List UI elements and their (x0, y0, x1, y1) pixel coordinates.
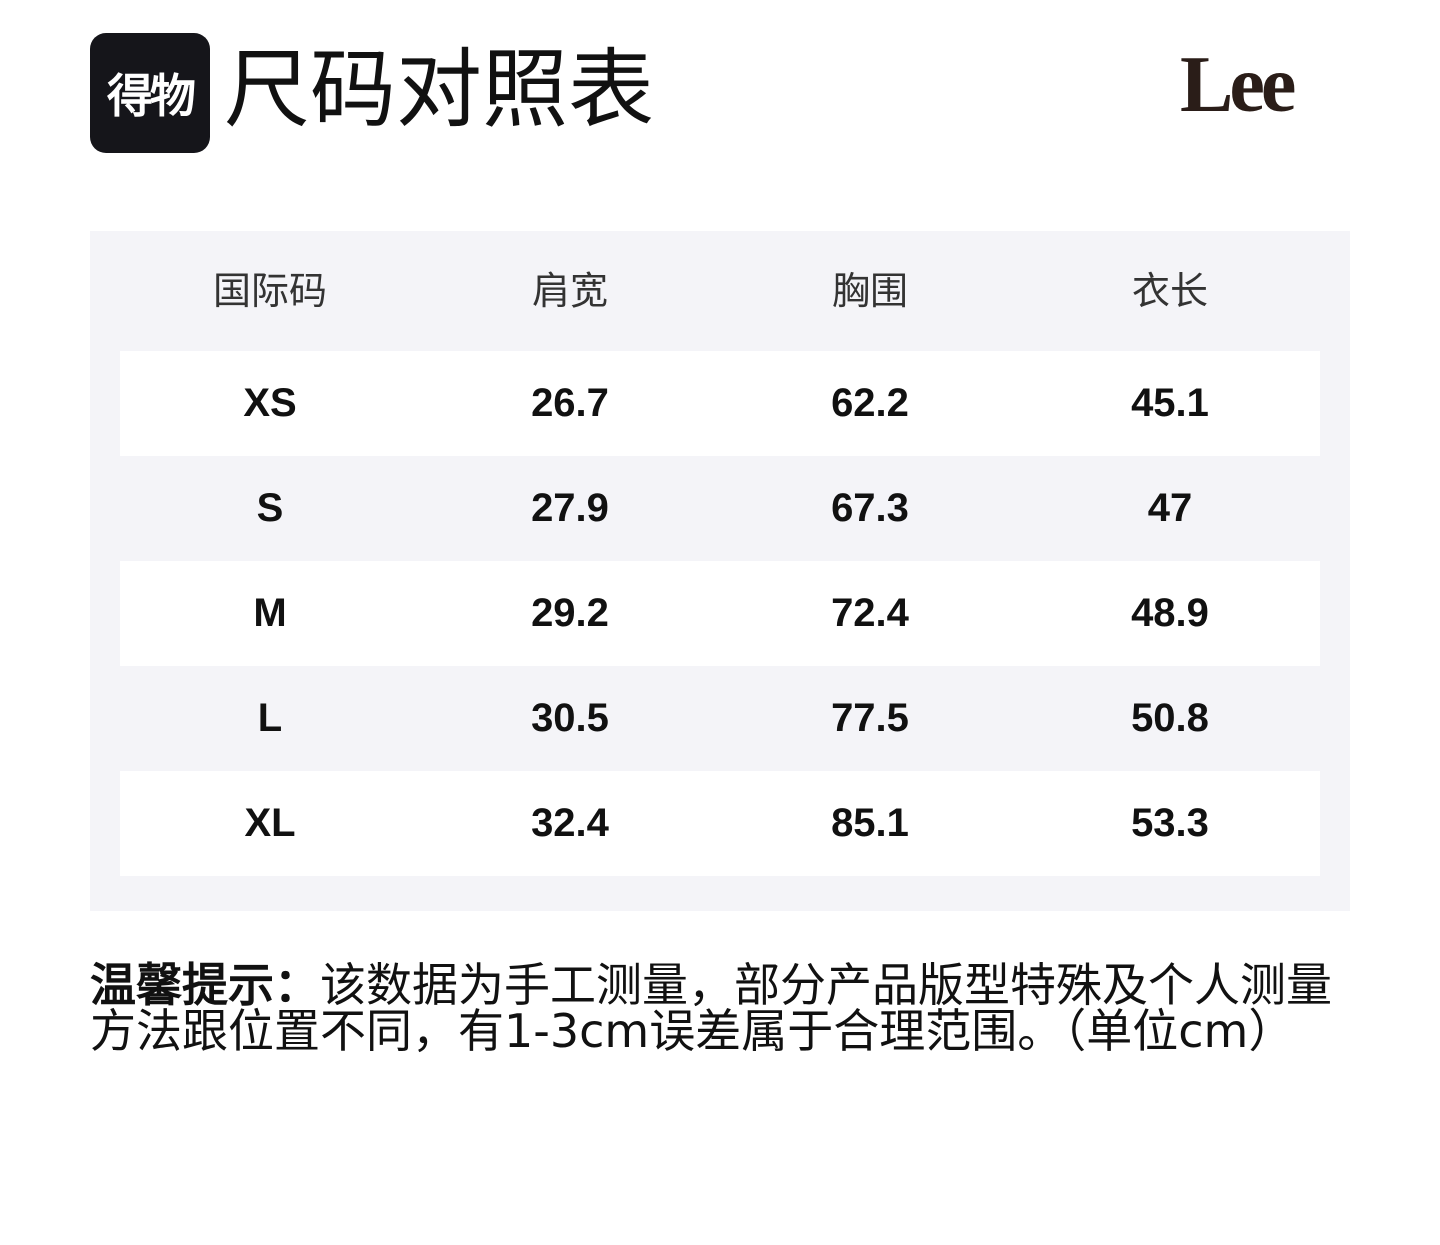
header-row: 国际码 肩宽 胸围 衣长 (90, 231, 1350, 351)
table-cell: 53.3 (1131, 801, 1209, 845)
table-row: XL 32.4 85.1 53.3 (120, 771, 1320, 876)
table-cell: 67.3 (831, 486, 909, 530)
table-cell: 32.4 (531, 801, 609, 845)
table-cell: 26.7 (531, 381, 609, 425)
table-cell: M (253, 591, 287, 635)
header-cell: 国际码 (212, 269, 327, 313)
table-cell: 85.1 (831, 801, 909, 845)
table-cell: 29.2 (531, 591, 609, 635)
table-cell: 27.9 (531, 486, 609, 530)
table-cell: 30.5 (531, 696, 609, 740)
note-label: 温馨提示： (90, 958, 320, 1012)
page-title: 尺码对照表 (224, 40, 654, 140)
table-cell: L (257, 696, 283, 740)
table-cell: S (256, 486, 284, 530)
table-cell: 77.5 (831, 696, 909, 740)
table-cell: XL (244, 801, 296, 845)
header-cell: 衣长 (1131, 269, 1208, 313)
note-text: 该数据为手工测量，部分产品版型特殊及个人测量方法跟位置不同，有1-3cm误差属于… (90, 958, 1332, 1058)
table-cell: 45.1 (1131, 381, 1209, 425)
header-cell: 胸围 (831, 269, 908, 313)
size-table: 国际码 肩宽 胸围 衣长 XS 26.7 62.2 45.1 S 27.9 67.3 47 M 29.2 7… (90, 231, 1350, 911)
table-cell: XS (243, 381, 297, 425)
table-cell: 48.9 (1131, 591, 1209, 635)
header-cell: 肩宽 (531, 269, 608, 313)
app-logo: 得物 (90, 33, 210, 153)
table-row: M 29.2 72.4 48.9 (120, 561, 1320, 666)
table-row: S 27.9 67.3 47 (120, 456, 1320, 561)
table-cell: 72.4 (831, 591, 909, 635)
brand-logo: Lee (1180, 41, 1296, 129)
table-row: XS 26.7 62.2 45.1 (120, 351, 1320, 456)
table-cell: 50.8 (1131, 696, 1209, 740)
note: 温馨提示：该数据为手工测量，部分产品版型特殊及个人测量方法跟位置不同，有1-3c… (90, 962, 1345, 1054)
table-row: L 30.5 77.5 50.8 (120, 666, 1320, 771)
table-cell: 62.2 (831, 381, 909, 425)
table-cell: 47 (1147, 486, 1193, 530)
